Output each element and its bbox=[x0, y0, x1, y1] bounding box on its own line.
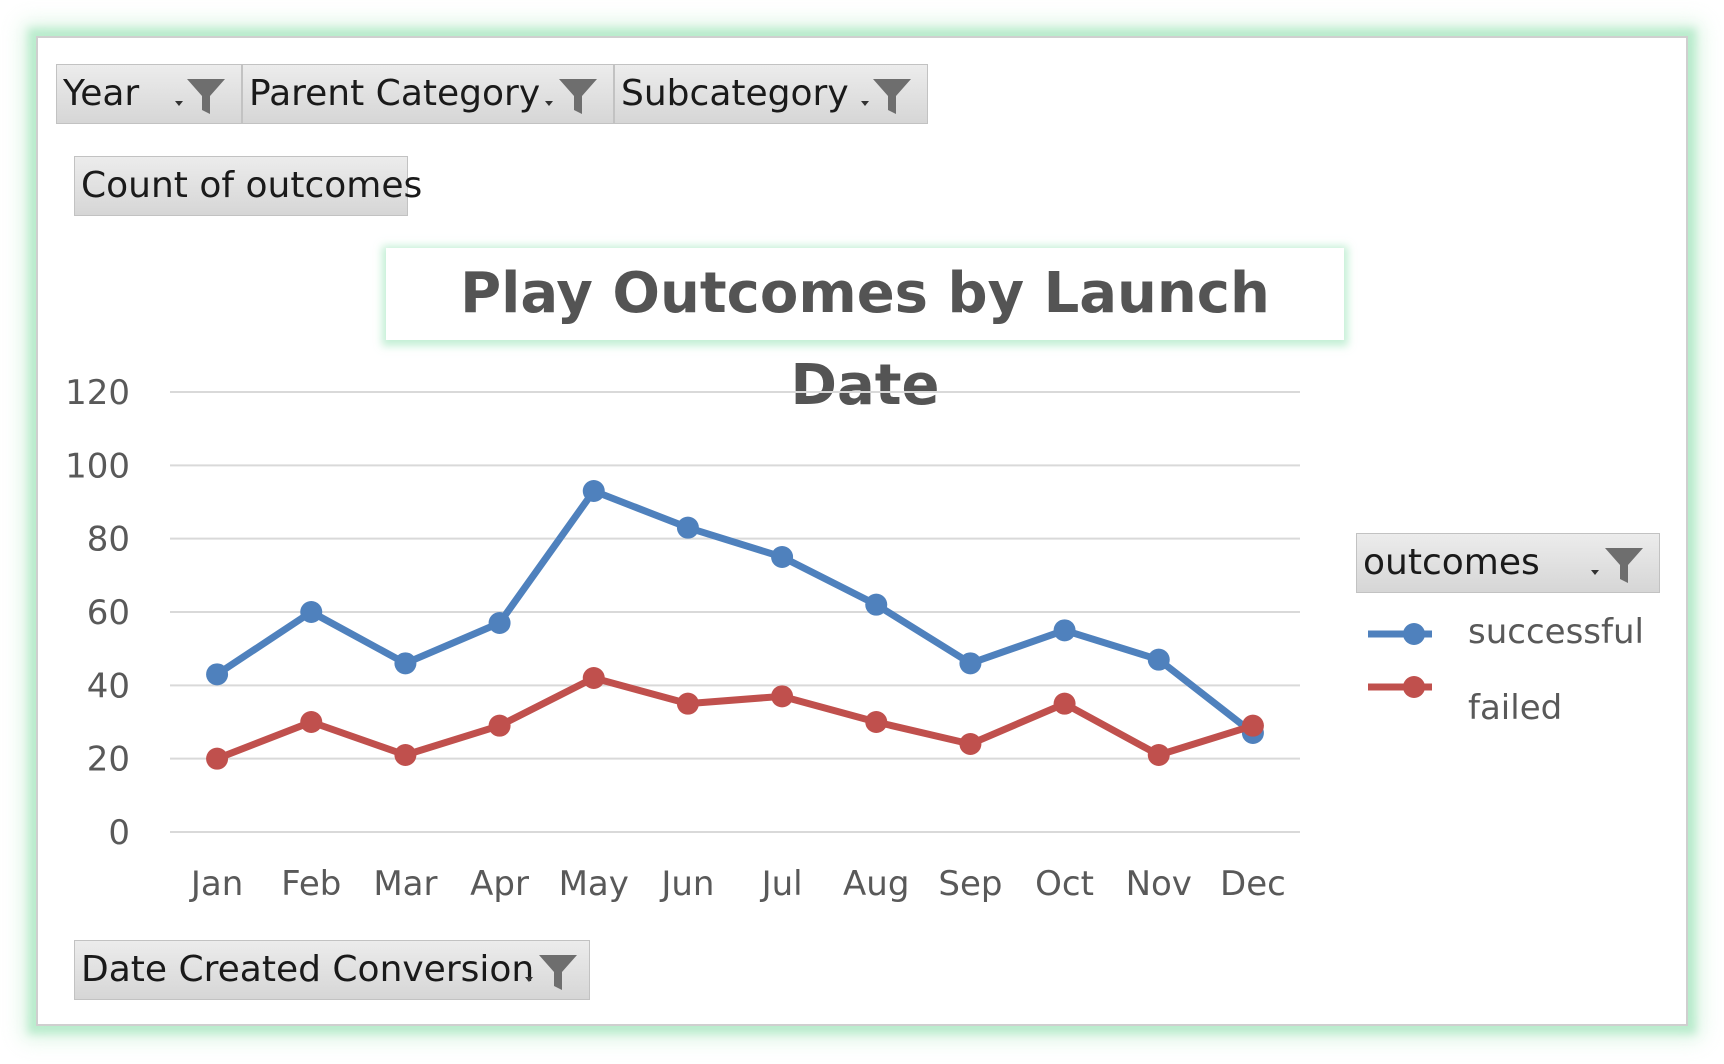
legend-label-successful: successful bbox=[1468, 612, 1644, 652]
data-point-successful bbox=[206, 663, 229, 686]
parent-category-filter-label: Parent Category bbox=[249, 73, 541, 114]
y-tick-label: 20 bbox=[87, 740, 130, 780]
x-tick-label: Jun bbox=[659, 864, 714, 904]
data-point-failed bbox=[771, 685, 794, 708]
values-field-label: Count of outcomes bbox=[81, 165, 423, 206]
x-tick-label: Feb bbox=[281, 864, 341, 904]
dropdown-arrow-icon bbox=[861, 101, 869, 106]
data-point-successful bbox=[1053, 619, 1076, 642]
funnel-filter-icon bbox=[539, 955, 577, 990]
legend-field-button[interactable]: outcomes bbox=[1356, 533, 1660, 593]
funnel-filter-icon bbox=[873, 79, 911, 114]
data-point-successful bbox=[300, 601, 323, 623]
data-point-successful bbox=[1147, 648, 1170, 671]
dropdown-arrow-icon bbox=[1591, 570, 1599, 575]
y-tick-label: 80 bbox=[87, 520, 130, 560]
data-point-failed bbox=[300, 711, 323, 733]
data-point-successful bbox=[394, 652, 417, 675]
x-tick-label: Mar bbox=[373, 864, 437, 904]
dropdown-arrow-icon bbox=[175, 101, 183, 106]
x-tick-label: Aug bbox=[843, 864, 909, 904]
x-tick-label: Dec bbox=[1220, 864, 1286, 904]
funnel-filter-icon bbox=[559, 79, 597, 114]
data-point-successful bbox=[959, 652, 982, 675]
data-point-failed bbox=[488, 714, 511, 737]
data-point-successful bbox=[488, 612, 511, 634]
x-tick-label: Jan bbox=[189, 864, 243, 904]
x-tick-label: Sep bbox=[938, 864, 1002, 904]
funnel-filter-icon bbox=[187, 79, 225, 114]
values-field-button[interactable]: Count of outcomes bbox=[74, 156, 422, 216]
legend-successful-marker bbox=[1403, 623, 1425, 645]
data-point-successful bbox=[676, 516, 699, 539]
data-point-failed bbox=[1053, 692, 1076, 715]
funnel-filter-icon bbox=[1605, 548, 1643, 583]
y-tick-label: 100 bbox=[65, 446, 130, 486]
dropdown-arrow-icon bbox=[545, 101, 553, 106]
legend-field-label: outcomes bbox=[1363, 542, 1540, 583]
data-point-successful bbox=[865, 593, 888, 616]
chart-title-box: Play Outcomes by Launch Date bbox=[386, 248, 1344, 418]
data-point-failed bbox=[1147, 744, 1170, 766]
legend-label-failed: failed bbox=[1468, 688, 1563, 728]
series-line-failed bbox=[213, 674, 1257, 763]
y-tick-label: 120 bbox=[65, 373, 130, 413]
y-tick-label: 0 bbox=[108, 813, 130, 853]
chart-title: Play Outcomes by Launch Date bbox=[460, 261, 1270, 418]
data-point-failed bbox=[394, 744, 417, 766]
x-tick-label: May bbox=[559, 864, 629, 904]
subcategory-filter-button[interactable]: Subcategory bbox=[614, 64, 928, 124]
year-filter-label: Year bbox=[63, 73, 140, 114]
x-tick-label: Nov bbox=[1126, 864, 1192, 904]
x-tick-label: Jul bbox=[760, 864, 803, 904]
data-point-failed bbox=[582, 667, 605, 689]
x-tick-label: Oct bbox=[1035, 864, 1094, 904]
subcategory-filter-label: Subcategory bbox=[621, 73, 849, 114]
y-tick-label: 60 bbox=[87, 593, 130, 633]
data-point-failed bbox=[865, 711, 888, 733]
data-point-successful bbox=[771, 546, 794, 568]
legend-failed-marker bbox=[1403, 676, 1425, 698]
data-point-failed bbox=[206, 747, 229, 770]
data-point-failed bbox=[676, 692, 699, 715]
series-line-successful bbox=[213, 487, 1257, 737]
dropdown-arrow-icon bbox=[525, 977, 533, 982]
parent-category-filter-button[interactable]: Parent Category bbox=[242, 64, 614, 124]
y-tick-label: 40 bbox=[87, 666, 130, 706]
legend-markers bbox=[1368, 623, 1432, 698]
axis-field-label: Date Created Conversion bbox=[81, 949, 535, 990]
data-point-successful bbox=[582, 480, 605, 502]
year-filter-button[interactable]: Year bbox=[56, 64, 242, 124]
data-point-failed bbox=[1241, 714, 1264, 737]
axis-field-button[interactable]: Date Created Conversion bbox=[74, 940, 590, 1000]
x-tick-label: Apr bbox=[470, 864, 529, 904]
data-point-failed bbox=[959, 733, 982, 755]
